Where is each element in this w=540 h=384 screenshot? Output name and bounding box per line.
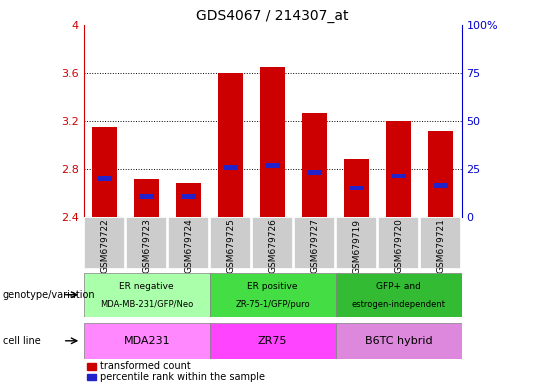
Bar [350,186,363,190]
Text: GSM679723: GSM679723 [142,218,151,273]
Bar [420,217,461,269]
Text: cell line: cell line [3,336,40,346]
Text: GSM679720: GSM679720 [394,218,403,273]
Text: GSM679722: GSM679722 [100,218,109,273]
Bar [386,121,411,217]
Text: GSM679725: GSM679725 [226,218,235,273]
Text: ZR-75-1/GFP/puro: ZR-75-1/GFP/puro [235,300,310,309]
Bar [176,184,201,217]
Bar [87,363,96,370]
Bar [224,166,238,170]
Bar [182,194,195,199]
Text: percentile rank within the sample: percentile rank within the sample [99,372,265,382]
Bar [210,273,336,317]
Title: GDS4067 / 214307_at: GDS4067 / 214307_at [197,8,349,23]
Bar [252,217,293,269]
Bar [92,127,117,217]
Text: GSM679724: GSM679724 [184,218,193,273]
Bar [84,323,210,359]
Text: GSM679727: GSM679727 [310,218,319,273]
Bar [140,194,154,199]
Bar [336,323,462,359]
Bar [434,184,448,188]
Bar [87,374,96,381]
Text: GSM679726: GSM679726 [268,218,277,273]
Bar [126,217,167,269]
Text: genotype/variation: genotype/variation [3,290,96,300]
Bar [302,113,327,217]
Text: B6TC hybrid: B6TC hybrid [365,336,433,346]
Text: ER negative: ER negative [119,282,174,291]
Text: estrogen-independent: estrogen-independent [352,300,446,309]
Text: transformed count: transformed count [99,361,190,371]
Bar [344,159,369,217]
Text: GFP+ and: GFP+ and [376,282,421,291]
Text: ER positive: ER positive [247,282,298,291]
Bar [336,217,377,269]
Bar [378,217,419,269]
Bar [428,131,453,217]
Bar [294,217,335,269]
Bar [392,174,406,179]
Text: MDA231: MDA231 [123,336,170,346]
Bar [308,170,322,175]
Bar [84,273,210,317]
Text: MDA-MB-231/GFP/Neo: MDA-MB-231/GFP/Neo [100,300,193,309]
Bar [210,323,336,359]
Bar [84,217,125,269]
Bar [98,176,112,181]
Bar [266,163,280,168]
Bar [210,217,251,269]
Bar [336,273,462,317]
Text: ZR75: ZR75 [258,336,287,346]
Bar [260,67,285,217]
Text: GSM679719: GSM679719 [352,218,361,273]
Bar [168,217,210,269]
Text: GSM679721: GSM679721 [436,218,445,273]
Bar [218,73,244,217]
Bar [134,179,159,217]
